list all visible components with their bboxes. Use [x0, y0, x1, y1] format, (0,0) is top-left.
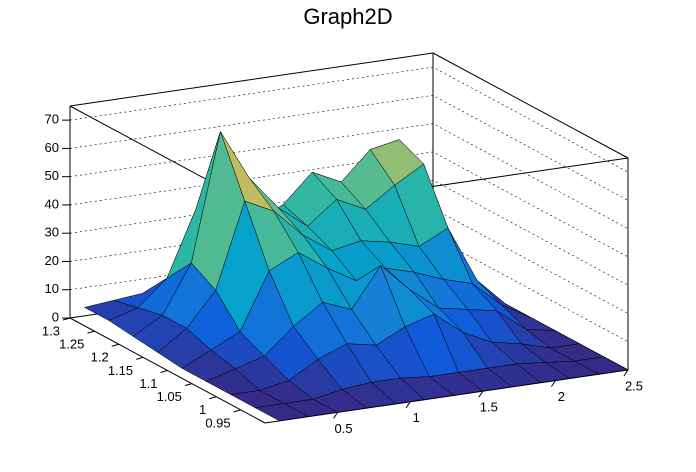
x-tick-label: 2.5	[625, 378, 643, 393]
grid-line	[69, 179, 629, 286]
y-tick-label: 1.3	[42, 323, 60, 338]
axes: 0102030405060700.511.522.50.9511.051.11.…	[42, 112, 643, 436]
y-tick-label: 0.95	[205, 415, 230, 430]
y-tick-label: 1.05	[157, 389, 182, 404]
chart-title: Graph2D	[303, 4, 392, 29]
y-tick	[209, 396, 217, 400]
grid-line	[69, 123, 629, 229]
z-tick-label: 70	[45, 112, 59, 127]
grid-line	[69, 95, 629, 201]
z-tick-label: 60	[45, 140, 59, 155]
y-tick-label: 1.25	[59, 337, 84, 352]
y-tick	[233, 409, 241, 413]
surface	[84, 131, 629, 422]
y-tick	[184, 383, 193, 387]
y-tick-label: 1	[199, 402, 206, 417]
z-tick-label: 40	[45, 196, 59, 211]
y-tick	[62, 317, 71, 321]
z-tick-label: 30	[45, 225, 59, 240]
grid-line	[69, 151, 629, 258]
z-tick-label: 20	[45, 253, 59, 268]
y-tick	[135, 356, 144, 360]
y-tick	[160, 370, 168, 373]
x-tick-label: 2	[558, 389, 565, 404]
x-tick	[478, 390, 484, 398]
box-edge	[69, 52, 434, 107]
x-tick	[333, 412, 339, 419]
x-tick-label: 1.5	[480, 400, 498, 415]
x-tick-label: 1	[413, 410, 420, 425]
y-tick-label: 1.15	[108, 363, 133, 378]
grid-line	[69, 66, 629, 173]
y-tick	[111, 343, 119, 347]
x-tick	[405, 401, 411, 409]
box-edge	[432, 52, 629, 159]
y-tick	[87, 330, 95, 334]
y-tick-label: 1.2	[91, 350, 109, 365]
x-tick-label: 0.5	[335, 421, 353, 436]
x-tick	[623, 369, 629, 377]
z-tick-label: 50	[45, 168, 59, 183]
z-tick-label: 0	[52, 309, 59, 324]
x-axis	[264, 369, 629, 424]
z-tick-label: 10	[45, 281, 59, 296]
x-tick	[550, 380, 556, 387]
y-tick-label: 1.1	[139, 376, 157, 391]
